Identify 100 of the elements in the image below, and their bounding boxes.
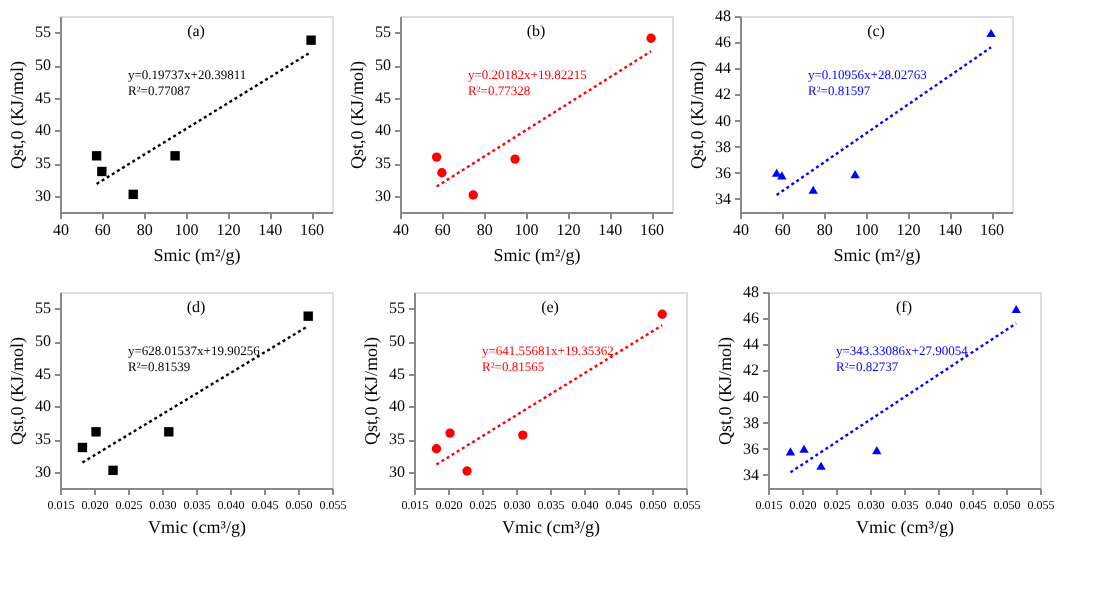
x-tick-label: 100 bbox=[514, 221, 539, 239]
y-tick-label: 45 bbox=[35, 364, 51, 383]
point bbox=[303, 311, 313, 321]
point bbox=[164, 427, 174, 437]
annotation: (c) bbox=[867, 22, 886, 40]
y-axis-title: Qst,0 (KJ/mol) bbox=[361, 336, 381, 445]
x-tick-label: 160 bbox=[300, 221, 325, 239]
y-tick-label: 55 bbox=[35, 23, 51, 42]
y-tick-label: 36 bbox=[715, 163, 731, 182]
y-tick-label: 35 bbox=[389, 430, 405, 448]
y-tick-label: 40 bbox=[375, 121, 391, 140]
point bbox=[108, 465, 118, 476]
annotation: (f) bbox=[896, 298, 913, 316]
y-axis-title: Qst,0 (KJ/mol) bbox=[687, 60, 707, 169]
point bbox=[431, 152, 442, 162]
x-tick-label: 80 bbox=[816, 221, 833, 239]
point bbox=[128, 189, 138, 200]
x-tick-label: 60 bbox=[774, 221, 791, 239]
point bbox=[850, 170, 860, 179]
x-tick-label: 100 bbox=[174, 221, 199, 239]
y-tick-label: 55 bbox=[35, 299, 51, 318]
y-tick-label: 36 bbox=[743, 439, 759, 458]
x-axis-title: Smic (m²/g) bbox=[153, 245, 241, 265]
y-tick-label: 30 bbox=[35, 462, 51, 481]
x-axis-title: Smic (m²/g) bbox=[833, 245, 921, 265]
x-tick-label: 80 bbox=[136, 221, 153, 239]
y-tick-label: 42 bbox=[715, 85, 731, 104]
point bbox=[816, 461, 826, 470]
y-tick-label: 45 bbox=[389, 364, 405, 383]
y-tick-label: 40 bbox=[35, 121, 51, 140]
y-axis-title: Qst,0 (KJ/mol) bbox=[715, 336, 735, 445]
point bbox=[91, 427, 101, 437]
point bbox=[97, 166, 107, 177]
point bbox=[445, 428, 455, 438]
x-tick-label: 140 bbox=[598, 221, 623, 239]
x-tick-label: 120 bbox=[556, 221, 581, 239]
point bbox=[646, 33, 656, 43]
y-tick-label: 30 bbox=[389, 462, 405, 481]
x-tick-label: 120 bbox=[896, 221, 921, 239]
y-tick-label: 40 bbox=[389, 397, 405, 416]
y-tick-label: 44 bbox=[715, 59, 731, 78]
point bbox=[657, 309, 667, 319]
y-tick-label: 46 bbox=[743, 309, 759, 328]
point bbox=[510, 154, 520, 164]
x-axis-title: Vmic (cm³/g) bbox=[148, 517, 246, 537]
y-tick-label: 34 bbox=[743, 465, 759, 484]
y-tick-label: 50 bbox=[389, 332, 405, 350]
y-tick-label: 45 bbox=[375, 88, 391, 107]
point bbox=[437, 168, 447, 178]
point bbox=[518, 430, 528, 440]
annotation: (e) bbox=[541, 298, 560, 316]
point bbox=[986, 28, 996, 38]
x-tick-label: 80 bbox=[476, 221, 493, 239]
y-tick-label: 50 bbox=[375, 56, 391, 74]
y-tick-label: 38 bbox=[743, 413, 759, 432]
point bbox=[799, 444, 809, 453]
y-tick-label: 50 bbox=[35, 56, 51, 74]
point bbox=[1011, 304, 1021, 314]
y-tick-label: 55 bbox=[375, 23, 391, 42]
x-tick-label: 40 bbox=[53, 221, 69, 239]
y-tick-label: 44 bbox=[743, 335, 759, 354]
point bbox=[306, 35, 316, 45]
point bbox=[431, 444, 442, 454]
y-tick-label: 40 bbox=[35, 397, 51, 416]
y-tick-label: 42 bbox=[743, 361, 759, 380]
y-tick-label: 35 bbox=[35, 154, 51, 172]
y-tick-label: 34 bbox=[715, 189, 731, 208]
x-tick-label: 160 bbox=[980, 221, 1005, 239]
y-tick-label: 38 bbox=[715, 137, 731, 156]
y-tick-label: 30 bbox=[35, 186, 51, 205]
y-tick-label: 35 bbox=[35, 430, 51, 448]
y-tick-label: 45 bbox=[35, 88, 51, 107]
x-axis-title: Vmic (cm³/g) bbox=[502, 517, 600, 537]
x-tick-label: 160 bbox=[640, 221, 665, 239]
y-tick-label: 48 bbox=[715, 7, 731, 25]
x-tick-label: 60 bbox=[94, 221, 111, 239]
x-axis-title: Vmic (cm³/g) bbox=[856, 517, 954, 537]
annotation: (b) bbox=[526, 22, 546, 40]
y-tick-label: 55 bbox=[389, 299, 405, 318]
y-tick-label: 46 bbox=[715, 33, 731, 52]
y-tick-label: 48 bbox=[743, 283, 759, 301]
y-tick-label: 30 bbox=[375, 186, 391, 205]
point bbox=[808, 185, 818, 194]
x-tick-label: 100 bbox=[854, 221, 879, 239]
x-tick-label: 140 bbox=[258, 221, 283, 239]
point bbox=[462, 466, 472, 476]
annotation: (d) bbox=[186, 298, 206, 316]
y-axis-title: Qst,0 (KJ/mol) bbox=[7, 336, 27, 445]
point bbox=[872, 446, 882, 455]
y-axis-title: Qst,0 (KJ/mol) bbox=[347, 60, 367, 169]
point bbox=[170, 151, 180, 161]
y-tick-label: 40 bbox=[743, 387, 759, 406]
y-axis-title: Qst,0 (KJ/mol) bbox=[7, 60, 27, 169]
point bbox=[785, 447, 796, 456]
x-tick-label: 140 bbox=[938, 221, 963, 239]
y-tick-label: 50 bbox=[35, 332, 51, 350]
x-tick-label: 60 bbox=[434, 221, 451, 239]
point bbox=[468, 190, 478, 200]
point bbox=[77, 442, 88, 453]
x-axis-title: Smic (m²/g) bbox=[493, 245, 581, 265]
